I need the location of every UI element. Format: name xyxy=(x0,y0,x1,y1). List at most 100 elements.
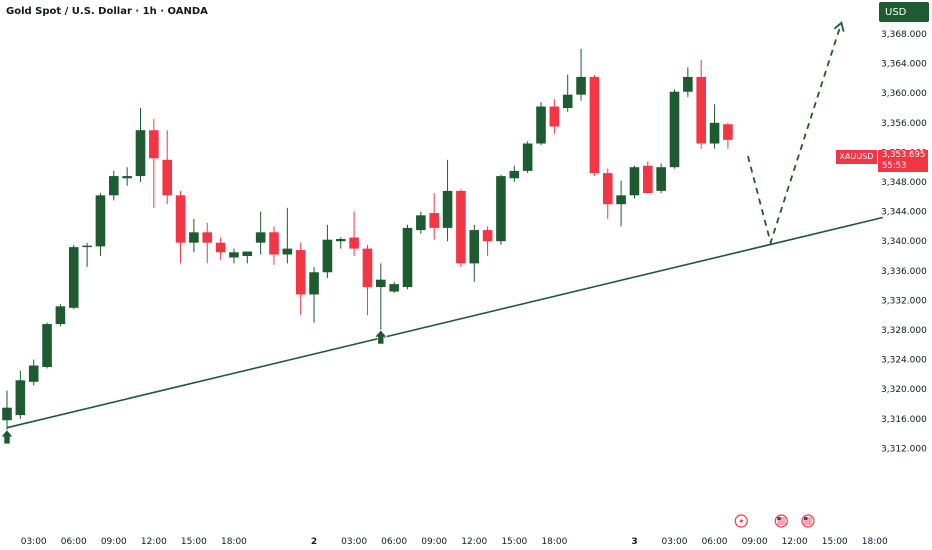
projection-arrowhead-icon xyxy=(833,21,845,32)
candle-body[interactable] xyxy=(349,237,359,249)
candle-body[interactable] xyxy=(269,232,279,255)
candles xyxy=(2,48,733,430)
candle-body[interactable] xyxy=(643,165,653,194)
time-axis[interactable]: 03:00 06:00 09:00 12:00 15:00 18:00 2 03:00 06:0… xyxy=(21,537,888,547)
candle-body[interactable] xyxy=(189,232,199,243)
candle-body[interactable] xyxy=(335,238,346,242)
candle-body[interactable] xyxy=(55,306,66,325)
candle-body[interactable] xyxy=(28,365,39,382)
candle-body[interactable] xyxy=(456,190,466,264)
us-flag-icon xyxy=(777,517,781,520)
candle-body[interactable] xyxy=(576,76,586,95)
price-tick-label: 3,348.000 xyxy=(881,178,927,188)
candle-body[interactable] xyxy=(282,248,293,255)
time-tick-label: 09:00 xyxy=(101,537,127,547)
candle-body[interactable] xyxy=(215,242,226,253)
time-tick-label: 12:00 xyxy=(461,537,487,547)
candle-body[interactable] xyxy=(709,122,720,144)
price-tick-label: 3,356.000 xyxy=(881,119,927,129)
candle-body[interactable] xyxy=(15,380,26,416)
candle-body[interactable] xyxy=(696,76,706,144)
candle-body[interactable] xyxy=(2,407,12,421)
candle-body[interactable] xyxy=(68,247,79,308)
candle-body[interactable] xyxy=(562,94,573,108)
price-tick-label: 3,360.000 xyxy=(881,89,927,99)
candle-body[interactable] xyxy=(669,91,680,168)
time-tick-label: 06:00 xyxy=(702,537,728,547)
time-tick-label: 03:00 xyxy=(341,537,367,547)
candle-body[interactable] xyxy=(723,124,733,140)
price-tick-label: 3,328.000 xyxy=(881,326,927,336)
candle-body[interactable] xyxy=(616,195,626,205)
time-tick-label: 03:00 xyxy=(21,537,47,547)
candle-body[interactable] xyxy=(482,230,493,242)
lightning-icon xyxy=(739,517,744,525)
candle-body[interactable] xyxy=(242,251,253,256)
candle-body[interactable] xyxy=(549,106,560,127)
time-tick-label: 09:00 xyxy=(421,537,447,547)
chart-title: Gold Spot / U.S. Dollar · 1h · OANDA xyxy=(6,6,208,17)
us-flag-icon-badge[interactable] xyxy=(801,514,815,528)
price-tick-label: 3,324.000 xyxy=(881,356,927,366)
candle-body[interactable] xyxy=(589,76,600,174)
candle-body[interactable] xyxy=(536,106,546,144)
candle-body[interactable] xyxy=(122,176,132,179)
time-tick-label: 15:00 xyxy=(822,537,848,547)
candle-body[interactable] xyxy=(362,248,373,288)
candle-body[interactable] xyxy=(402,227,413,288)
candle-body[interactable] xyxy=(135,130,146,177)
price-axis[interactable]: 3,368.000 3,364.000 3,360.000 3,356.000 3,35… xyxy=(881,30,927,454)
candle-body[interactable] xyxy=(376,279,386,288)
time-tick-label: 15:00 xyxy=(181,537,207,547)
candle-body[interactable] xyxy=(309,272,319,295)
us-flag-icon-badge[interactable] xyxy=(774,514,788,528)
candle-body[interactable] xyxy=(629,167,640,196)
candle-body[interactable] xyxy=(496,176,506,242)
us-flag-icon xyxy=(804,517,808,520)
symbol-label: XAUUSD xyxy=(836,150,877,164)
markers xyxy=(0,329,815,528)
candle-body[interactable] xyxy=(656,167,666,191)
candle-body[interactable] xyxy=(683,76,693,92)
time-tick-label: 09:00 xyxy=(742,537,768,547)
currency-button[interactable]: USD xyxy=(879,2,929,22)
time-tick-label: 18:00 xyxy=(541,537,567,547)
time-tick-label: 18:00 xyxy=(862,537,888,547)
candle-body[interactable] xyxy=(322,239,333,273)
bar-countdown: 55:53 xyxy=(882,161,907,171)
candle-body[interactable] xyxy=(602,173,613,205)
candle-body[interactable] xyxy=(295,250,306,295)
candle-body[interactable] xyxy=(82,245,92,248)
candle-body[interactable] xyxy=(442,190,453,228)
trendline[interactable] xyxy=(6,216,883,429)
price-tick-label: 3,340.000 xyxy=(881,237,927,247)
up-arrow-icon xyxy=(0,429,14,445)
candle-body[interactable] xyxy=(255,232,266,243)
candle-body[interactable] xyxy=(522,143,533,171)
price-tick-label: 3,320.000 xyxy=(881,385,927,395)
time-tick-label: 06:00 xyxy=(61,537,87,547)
candle-body[interactable] xyxy=(429,213,439,228)
time-tick-label: 03:00 xyxy=(662,537,688,547)
price-tick-label: 3,312.000 xyxy=(881,444,927,454)
drawings xyxy=(6,21,883,429)
candle-body[interactable] xyxy=(175,195,186,243)
candle-body[interactable] xyxy=(416,215,426,231)
candle-body[interactable] xyxy=(162,159,172,196)
candle-body[interactable] xyxy=(389,284,399,292)
candle-body[interactable] xyxy=(509,170,520,179)
candle-body[interactable] xyxy=(229,252,239,258)
time-tick-label: 12:00 xyxy=(141,537,167,547)
candle-body[interactable] xyxy=(42,324,52,367)
time-tick-label: 18:00 xyxy=(221,537,247,547)
candle-body[interactable] xyxy=(109,176,119,196)
candle-body[interactable] xyxy=(202,232,213,243)
price-tick-label: 3,344.000 xyxy=(881,208,927,218)
candle-body[interactable] xyxy=(469,230,480,264)
projection-path[interactable] xyxy=(747,22,843,246)
time-tick-label: 06:00 xyxy=(381,537,407,547)
candle-body[interactable] xyxy=(149,130,159,159)
price-tick-label: 3,316.000 xyxy=(881,415,927,425)
candle-body[interactable] xyxy=(95,195,106,247)
